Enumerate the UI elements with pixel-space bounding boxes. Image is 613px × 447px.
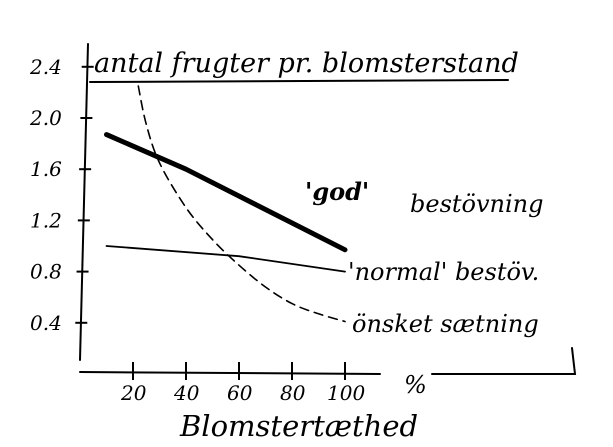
series-label-god-word: bestövning (410, 190, 544, 218)
chart-title: antal frugter pr. blomsterstand (94, 48, 519, 79)
series-line-2 (137, 85, 346, 323)
series-label-god-quoted: 'god' (305, 177, 369, 206)
y-tick-label-5: 2.4 (29, 55, 62, 79)
x-axis-unit: % (404, 371, 427, 399)
title-underline (89, 79, 509, 83)
ticks: 0.4 0.8 1.2 1.6 2.0 2.4 20 40 60 80 100 (29, 55, 365, 405)
y-tick-label-4: 2.0 (29, 106, 62, 130)
x-tick-label-0: 20 (120, 381, 147, 405)
series-label-onsket: önsket sætning (352, 310, 539, 338)
x-tick-label-1: 40 (173, 381, 200, 405)
x-tick-label-3: 80 (280, 381, 306, 405)
x-tick-label-4: 100 (327, 381, 365, 405)
series-line-0 (104, 132, 348, 253)
series-line-1 (105, 245, 346, 273)
series-layer (104, 85, 348, 323)
series-label-normal: 'normal' bestöv. (348, 258, 539, 286)
x-tick-label-2: 60 (227, 381, 253, 405)
x-axis-line (79, 371, 381, 375)
x-axis-extension (431, 347, 577, 375)
y-tick-label-1: 0.8 (30, 260, 62, 284)
y-tick-label-3: 1.6 (30, 157, 62, 181)
x-axis-label: Blomstertæthed (179, 409, 418, 443)
y-axis-line (79, 43, 89, 361)
y-tick-label-2: 1.2 (30, 208, 62, 232)
y-tick-label-0: 0.4 (30, 311, 62, 335)
